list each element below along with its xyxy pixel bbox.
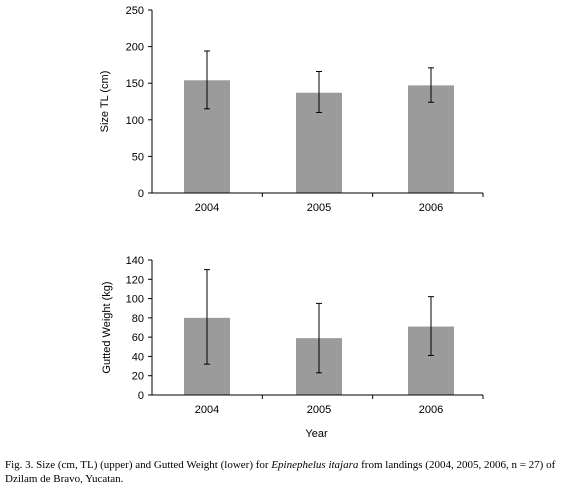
chart1-x-tick-label: 2006	[419, 202, 443, 214]
chart1-y-tick-label: 250	[126, 5, 144, 17]
chart1-y-tick-label: 200	[126, 42, 144, 54]
chart1-y-axis-title: Size TL (cm)	[99, 71, 111, 133]
chart1-bar-2006	[408, 85, 454, 193]
chart1-y-tick-label: 100	[126, 115, 144, 127]
chart1-y-tick-label: 50	[132, 151, 144, 163]
chart1-y-tick-label: 150	[126, 78, 144, 90]
chart2-y-tick-label: 120	[126, 274, 144, 286]
chart2-x-axis-title: Year	[305, 428, 328, 440]
chart2-y-tick-label: 20	[132, 371, 144, 383]
chart2-x-tick-label: 2006	[419, 404, 443, 416]
caption-text-end: from landings (2004, 2005, 2006, n = 27)…	[5, 459, 556, 485]
chart2-x-tick-label: 2004	[195, 404, 219, 416]
chart1-x-tick-label: 2005	[307, 202, 331, 214]
caption-text-start: Fig. 3. Size (cm, TL) (upper) and Gutted…	[5, 459, 272, 471]
chart2-y-tick-label: 0	[138, 390, 144, 402]
chart1-x-tick-label: 2004	[195, 202, 219, 214]
chart2-y-axis-title: Gutted Weight (kg)	[101, 281, 113, 373]
caption-species: Epinephelus itajara	[271, 459, 359, 471]
figure-caption: Fig. 3. Size (cm, TL) (upper) and Gutted…	[5, 458, 577, 486]
chart2-y-tick-label: 40	[132, 351, 144, 363]
chart2-x-tick-label: 2005	[307, 404, 331, 416]
chart2-y-tick-label: 100	[126, 294, 144, 306]
chart2-y-tick-label: 80	[132, 313, 144, 325]
chart1-y-tick-label: 0	[138, 188, 144, 200]
chart2-y-tick-label: 60	[132, 332, 144, 344]
chart2-y-tick-label: 140	[126, 255, 144, 267]
